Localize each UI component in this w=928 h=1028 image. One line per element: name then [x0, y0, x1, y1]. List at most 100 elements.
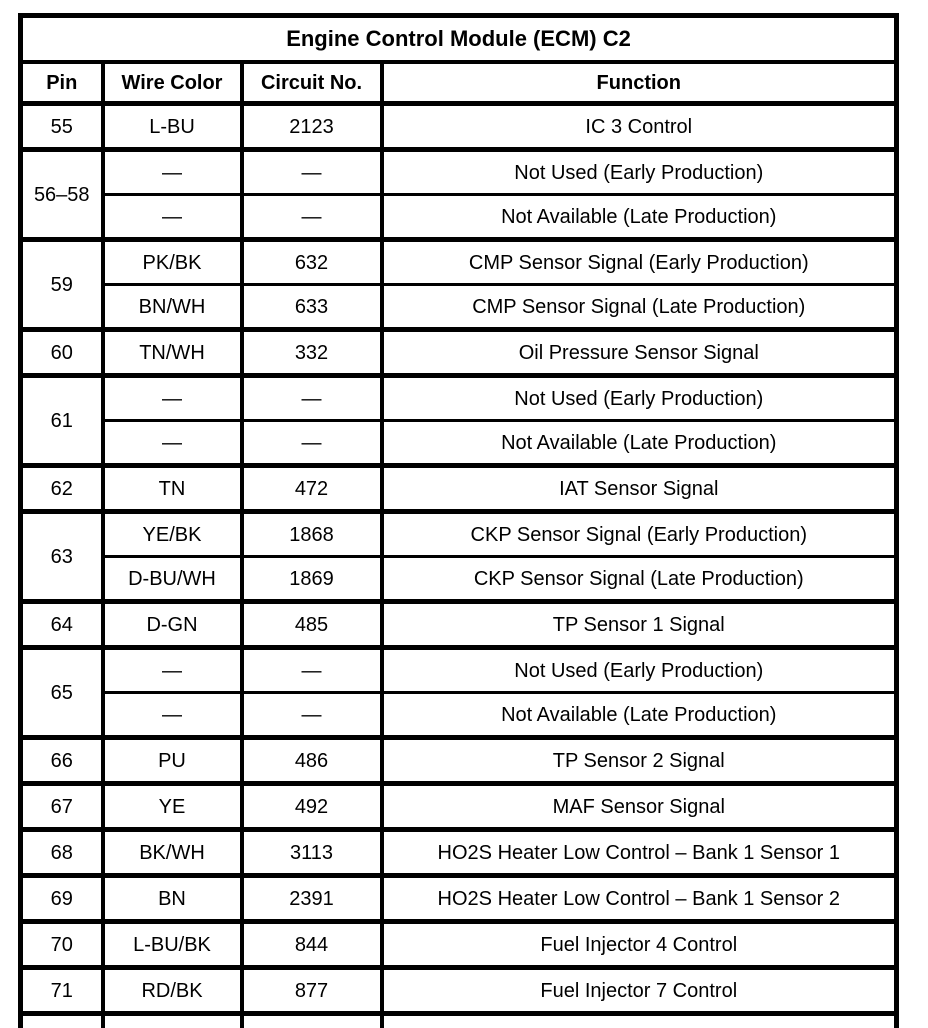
table-row: 62 TN 472 IAT Sensor Signal	[18, 463, 899, 513]
table-title-row: Engine Control Module (ECM) C2	[18, 14, 899, 64]
pin-cell: 55	[18, 101, 105, 151]
wire-color-cell: YE	[100, 781, 244, 831]
circuit-no-cell: —	[239, 645, 384, 694]
wire-color-cell: BN/WH	[100, 283, 244, 331]
function-cell: Not Used (Early Production)	[379, 147, 899, 196]
circuit-no-cell: —	[239, 193, 384, 241]
wire-color-cell: RD/BK	[100, 965, 244, 1015]
circuit-no-cell: 877	[239, 965, 384, 1015]
wire-color-cell: —	[100, 193, 244, 241]
pin-cell: 62	[18, 463, 105, 513]
table-row: 71 RD/BK 877 Fuel Injector 7 Control	[18, 965, 899, 1015]
circuit-no-cell: 492	[239, 781, 384, 831]
table-row: 69 BN 2391 HO2S Heater Low Control – Bank 1…	[18, 873, 899, 923]
function-cell: Not Available (Late Production)	[379, 691, 899, 739]
pin-cell: 60	[18, 327, 105, 377]
circuit-no-cell: 844	[239, 919, 384, 969]
function-cell: TP Sensor 1 Signal	[379, 599, 899, 649]
pin-cell: 71	[18, 965, 105, 1015]
wire-color-cell: D-BU/WH	[100, 555, 244, 603]
function-cell: Not Used (Early Production)	[379, 373, 899, 422]
table-row: — — Not Available (Late Production)	[21, 193, 899, 241]
function-cell: IAT Sensor Signal	[379, 463, 899, 513]
circuit-no-cell: 485	[239, 599, 384, 649]
circuit-no-cell: 2391	[239, 873, 384, 923]
function-cell: Not Used (Early Production)	[379, 645, 899, 694]
circuit-no-cell: 1869	[239, 555, 384, 603]
wire-color-cell: L-BU	[100, 101, 244, 151]
table-row: 67 YE 492 MAF Sensor Signal	[18, 781, 899, 831]
function-cell: CMP Sensor Signal (Early Production)	[379, 237, 899, 286]
column-header-function: Function	[379, 60, 899, 106]
pin-cell: 56–58	[18, 147, 105, 241]
wire-color-cell: YE/BK	[100, 509, 244, 558]
table-row: 63 YE/BK 1868 CKP Sensor Signal (Early Prod…	[18, 509, 899, 603]
pin-cell: 70	[18, 919, 105, 969]
table-row: 70 L-BU/BK 844 Fuel Injector 4 Control	[18, 919, 899, 969]
function-cell: CMP Sensor Signal (Late Production)	[379, 283, 899, 331]
circuit-no-cell: 472	[239, 463, 384, 513]
pin-cell: 64	[18, 599, 105, 649]
function-cell: MAF Sensor Signal	[379, 781, 899, 831]
function-cell: Oil Pressure Sensor Signal	[379, 327, 899, 377]
wire-color-cell: —	[100, 645, 244, 694]
circuit-no-cell: —	[239, 147, 384, 196]
pin-cell: 67	[18, 781, 105, 831]
wire-color-cell: TN	[100, 463, 244, 513]
ecm-c2-pinout-table: Engine Control Module (ECM) C2 Pin Wire …	[18, 13, 900, 1028]
function-cell: Fuel Injector 1 Control	[379, 1011, 899, 1028]
circuit-no-cell: —	[239, 373, 384, 422]
column-header-circuit-no: Circuit No.	[239, 60, 384, 106]
circuit-no-cell: 633	[239, 283, 384, 331]
pin-cell: 61	[18, 373, 105, 467]
function-cell: Fuel Injector 4 Control	[379, 919, 899, 969]
circuit-no-cell: 632	[239, 237, 384, 286]
function-cell: Not Available (Late Production)	[379, 193, 899, 241]
function-cell: IC 3 Control	[379, 101, 899, 151]
table-row: 66 PU 486 TP Sensor 2 Signal	[18, 735, 899, 785]
wire-color-cell: PK/BK	[100, 237, 244, 286]
circuit-no-cell: 332	[239, 327, 384, 377]
function-cell: HO2S Heater Low Control – Bank 1 Sensor …	[379, 827, 899, 877]
circuit-no-cell: 486	[239, 735, 384, 785]
table-row: BN/WH 633 CMP Sensor Signal (Late Producti…	[21, 283, 899, 331]
wire-color-cell: —	[100, 419, 244, 467]
table-row: 65— — Not Used (Early Production)	[18, 645, 899, 739]
table-title: Engine Control Module (ECM) C2	[18, 14, 899, 64]
function-cell: CKP Sensor Signal (Late Production)	[379, 555, 899, 603]
table-row: D-BU/WH 1869 CKP Sensor Signal (Late Produ…	[21, 555, 899, 603]
table-row: 64 D-GN 485 TP Sensor 1 Signal	[18, 599, 899, 649]
circuit-no-cell: 3113	[239, 827, 384, 877]
wire-color-cell: BK	[100, 1011, 244, 1028]
table-row: 55 L-BU 2123 IC 3 Control	[18, 101, 899, 151]
table-row: — — Not Available (Late Production)	[21, 419, 899, 467]
pin-cell: 72	[18, 1011, 105, 1028]
wire-color-cell: L-BU/BK	[100, 919, 244, 969]
table-row: 60 TN/WH 332 Oil Pressure Sensor Signal	[18, 327, 899, 377]
wire-color-cell: D-GN	[100, 599, 244, 649]
pin-cell: 69	[18, 873, 105, 923]
table-row: — — Not Available (Late Production)	[21, 691, 899, 739]
wire-color-cell: TN/WH	[100, 327, 244, 377]
wire-color-cell: —	[100, 691, 244, 739]
function-cell: Fuel Injector 7 Control	[379, 965, 899, 1015]
table-row: 59 PK/BK 632 CMP Sensor Signal (Early Produ…	[18, 237, 899, 331]
circuit-no-cell: —	[239, 419, 384, 467]
table-row: 61— — Not Used (Early Production)	[18, 373, 899, 467]
circuit-no-cell: 2123	[239, 101, 384, 151]
column-header-wire-color: Wire Color	[100, 60, 244, 106]
table-row: 56–58— — Not Used (Early Production)	[18, 147, 899, 241]
pin-cell: 59	[18, 237, 105, 331]
pin-cell: 68	[18, 827, 105, 877]
circuit-no-cell: —	[239, 691, 384, 739]
function-cell: TP Sensor 2 Signal	[379, 735, 899, 785]
wire-color-cell: BN	[100, 873, 244, 923]
table-row: 72BK1744Fuel Injector 1 Control	[18, 1011, 899, 1028]
wire-color-cell: BK/WH	[100, 827, 244, 877]
pin-cell: 65	[18, 645, 105, 739]
pinout-table-body: 55 L-BU 2123 IC 3 Control 56–58— — Not Used (E…	[18, 101, 899, 1028]
wire-color-cell: —	[100, 147, 244, 196]
wire-color-cell: PU	[100, 735, 244, 785]
function-cell: Not Available (Late Production)	[379, 419, 899, 467]
